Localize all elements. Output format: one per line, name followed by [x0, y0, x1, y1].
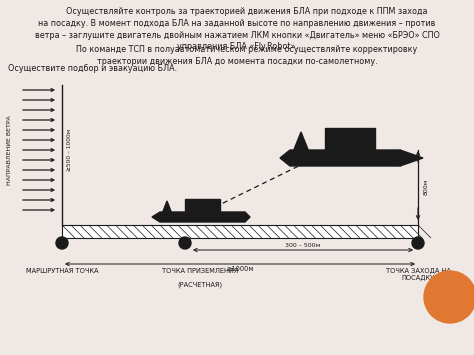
Circle shape: [424, 271, 474, 323]
Text: МАРШРУТНАЯ ТОЧКА: МАРШРУТНАЯ ТОЧКА: [26, 268, 98, 274]
Text: Осуществите подбор и эвакуацию БЛА.: Осуществите подбор и эвакуацию БЛА.: [8, 64, 177, 73]
Text: НАПРАВЛЕНИЕ ВЕТРА: НАПРАВЛЕНИЕ ВЕТРА: [8, 115, 12, 185]
Polygon shape: [325, 128, 375, 154]
Text: ≥1000м: ≥1000м: [226, 266, 254, 272]
Polygon shape: [280, 150, 413, 166]
Circle shape: [179, 237, 191, 249]
Text: ТОЧКА ЗАХОДА НА
ПОСАДКУ: ТОЧКА ЗАХОДА НА ПОСАДКУ: [385, 268, 450, 281]
Circle shape: [412, 237, 424, 249]
Text: (РАСЧЕТНАЯ): (РАСЧЕТНАЯ): [177, 281, 223, 288]
Polygon shape: [185, 199, 220, 214]
Text: По команде ТСП в полуавтоматическом режиме осуществляйте корректировку
траектори: По команде ТСП в полуавтоматическом режи…: [56, 45, 418, 66]
Polygon shape: [162, 201, 172, 214]
Polygon shape: [293, 132, 309, 152]
Circle shape: [56, 237, 68, 249]
Polygon shape: [400, 150, 423, 166]
Text: 300 – 500м: 300 – 500м: [285, 243, 320, 248]
Text: 800м: 800м: [424, 178, 429, 195]
Polygon shape: [152, 212, 250, 222]
Bar: [62, 225, 418, 238]
Text: Осуществляйте контроль за траекторией движения БЛА при подходе к ППМ захода
на п: Осуществляйте контроль за траекторией дв…: [35, 7, 439, 51]
Text: ≥500 – 1000м: ≥500 – 1000м: [67, 129, 73, 171]
Text: ТОЧКА ПРИЗЕМЛЕНИЯ: ТОЧКА ПРИЗЕМЛЕНИЯ: [162, 268, 238, 274]
